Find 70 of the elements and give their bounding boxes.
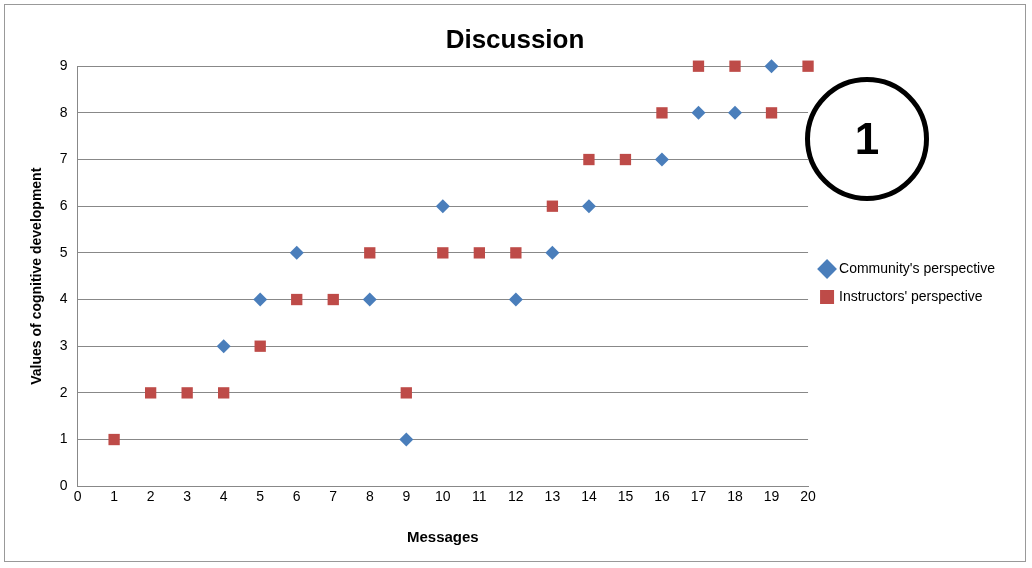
x-tick-label: 18: [727, 488, 743, 505]
x-tick-label: 10: [435, 488, 451, 505]
point: [216, 339, 231, 354]
y-axis-title: Values of cognitive development: [28, 167, 45, 385]
legend-label: Instructors' perspective: [839, 287, 983, 304]
x-tick-label: 15: [617, 488, 634, 505]
y-tick-label: 4: [59, 290, 68, 307]
point: [400, 387, 412, 399]
x-tick-label: 12: [508, 488, 524, 505]
x-tick-label: 17: [690, 488, 707, 505]
point: [729, 60, 741, 72]
point: [802, 60, 814, 72]
x-tick-label: 9: [402, 488, 411, 505]
point: [546, 200, 559, 212]
point: [473, 247, 485, 259]
x-tick-label: 0: [73, 488, 82, 505]
x-tick-label: 3: [183, 488, 192, 505]
x-tick-label: 11: [472, 488, 487, 505]
y-tick-label: 6: [59, 197, 68, 214]
point: [108, 433, 120, 446]
point: [181, 387, 193, 399]
point: [691, 105, 706, 120]
point: [692, 60, 705, 72]
point: [728, 105, 743, 120]
point: [765, 107, 778, 119]
point: [364, 247, 376, 259]
point: [435, 199, 450, 214]
x-tick-label: 20: [800, 488, 817, 505]
point: [399, 432, 414, 447]
x-tick-label: 7: [329, 488, 338, 505]
y-tick-label: 0: [59, 477, 68, 494]
point: [619, 153, 632, 166]
x-tick-label: 13: [544, 488, 561, 505]
y-tick-label: 1: [59, 430, 68, 447]
y-tick-label: 7: [59, 150, 68, 167]
x-tick-label: 5: [256, 488, 265, 505]
point: [254, 340, 266, 352]
point: [545, 245, 560, 260]
circle-outline: 1: [805, 77, 929, 201]
x-tick-label: 6: [292, 488, 301, 505]
point: [437, 247, 449, 259]
point: [362, 292, 377, 307]
y-tick-label: 5: [59, 243, 68, 260]
point: [508, 292, 523, 307]
point: [764, 59, 779, 74]
point: [581, 199, 596, 214]
x-tick-label: 8: [365, 488, 374, 505]
point: [144, 387, 157, 399]
x-tick-label: 16: [654, 488, 670, 505]
point: [289, 245, 304, 260]
point: [291, 293, 303, 306]
point: [253, 292, 268, 307]
x-tick-label: 14: [581, 488, 597, 505]
y-tick-label: 2: [59, 383, 68, 400]
y-tick-label: 3: [59, 337, 68, 354]
x-tick-label: 4: [219, 488, 228, 505]
point: [327, 293, 339, 306]
x-tick-label: 2: [146, 488, 155, 505]
point: [583, 153, 595, 166]
x-tick-label: 19: [763, 488, 780, 505]
chart-title: Discussion: [445, 23, 585, 54]
point: [654, 152, 669, 167]
point: [218, 387, 230, 399]
x-axis-title: Messages: [406, 528, 479, 546]
point: [510, 247, 522, 259]
y-tick-label: 8: [59, 103, 68, 120]
y-tick-label: 9: [59, 57, 68, 74]
x-tick-label: 1: [110, 488, 119, 505]
point: [656, 107, 668, 119]
legend-label: Community's perspective: [839, 259, 996, 276]
